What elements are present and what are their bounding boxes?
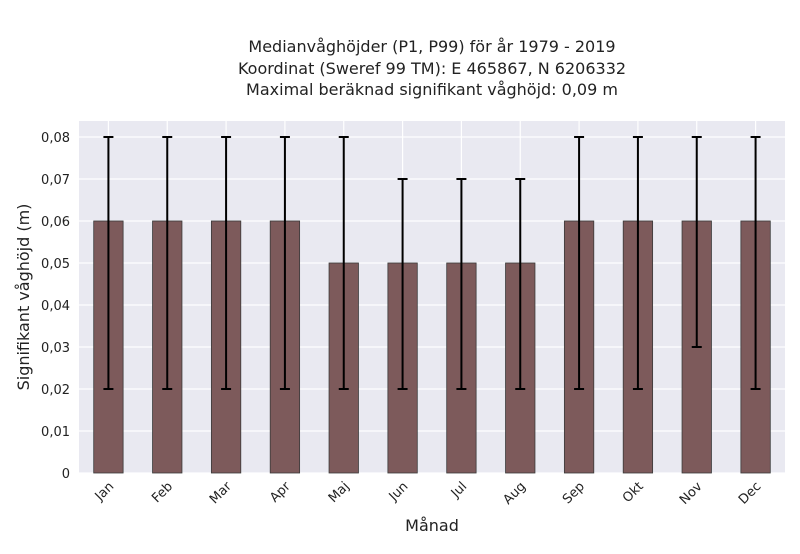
x-tick-label: Dec [736, 479, 764, 507]
x-tick-label: Nov [677, 479, 706, 508]
y-tick-label: 0,03 [41, 341, 70, 356]
x-tick-label: Jan [92, 479, 117, 504]
error-bars [103, 136, 761, 390]
x-tick-label: Jun [386, 479, 412, 505]
x-tick-label: Aug [501, 479, 530, 508]
y-tick-label: 0,06 [41, 215, 70, 230]
y-tick-label: 0,08 [41, 131, 70, 146]
y-axis-label: Signifikant våghöjd (m) [14, 204, 33, 391]
x-tick-label: Apr [267, 479, 294, 506]
chart-title-line-3: Maximal beräknad signifikant våghöjd: 0,… [246, 80, 618, 99]
y-tick-label: 0 [62, 467, 70, 482]
y-tick-label: 0,02 [41, 383, 70, 398]
x-tick-label: Jul [448, 479, 470, 501]
plot-area [79, 121, 785, 473]
y-tick-label: 0,05 [41, 257, 70, 272]
x-tick-label: Sep [560, 479, 588, 507]
x-tick-label: Feb [149, 479, 176, 506]
y-tick-label: 0,01 [41, 425, 70, 440]
x-axis-label: Månad [405, 516, 459, 535]
x-axis-ticks: Jan Feb Mar Apr Maj Jun Jul Aug Sep Okt Nov Dec [92, 479, 765, 508]
y-tick-label: 0,07 [41, 173, 70, 188]
y-tick-label: 0,04 [41, 299, 70, 314]
x-tick-label: Mar [207, 479, 235, 507]
x-tick-label: Okt [620, 479, 647, 506]
chart-title-line-2: Koordinat (Sweref 99 TM): E 465867, N 62… [238, 59, 626, 78]
x-tick-label: Maj [326, 479, 353, 506]
chart-title-line-1: Medianvåghöjder (P1, P99) för år 1979 - … [248, 37, 615, 56]
y-axis-ticks: 0 0,01 0,02 0,03 0,04 0,05 0,06 0,07 0,08 [41, 131, 70, 482]
